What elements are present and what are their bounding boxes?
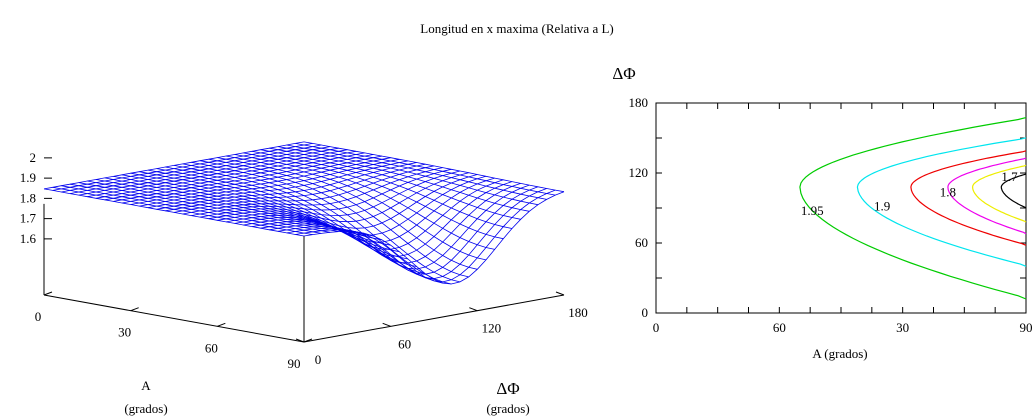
contour-label: 1.7 — [1001, 169, 1018, 184]
z-tick-label: 1.9 — [20, 170, 36, 185]
contour-level-1.9 — [856, 137, 1027, 267]
contour-level-1.95 — [799, 117, 1027, 300]
contour-label: 1.9 — [874, 198, 890, 213]
mesh-line-a — [295, 189, 556, 283]
surface-y-label-units: (grados) — [486, 401, 529, 416]
surface-y-label: ΔΦ — [496, 379, 519, 398]
z-tick-label: 2 — [30, 150, 37, 165]
contour-level-1.7 — [1000, 173, 1027, 209]
mesh-line-a — [277, 186, 539, 275]
surface-x-label-units: (grados) — [124, 401, 167, 416]
axis-a — [43, 294, 305, 343]
contour-level-1.85 — [910, 150, 1027, 246]
contour-labels: 1.95 1.9 1.8 1.7 — [801, 169, 1018, 218]
z-tick-label: 1.7 — [20, 211, 37, 226]
dphi-tick-label: 0 — [315, 352, 322, 367]
dphi-tick — [382, 322, 391, 327]
axis-dphi — [303, 294, 565, 343]
mesh-line-dphi — [295, 143, 556, 196]
contour-label: 1.8 — [940, 184, 956, 199]
mesh-line-a — [303, 191, 565, 285]
dphi-tick — [555, 291, 565, 296]
z-tick-label: 1.8 — [20, 190, 36, 205]
surface-axes — [43, 203, 565, 343]
contour-x-tick-label: 90 — [1020, 320, 1033, 335]
a-tick-label: 30 — [118, 325, 131, 340]
mesh-line-dphi — [277, 146, 539, 206]
mesh-line-a — [95, 150, 357, 199]
figure-title: Longitud en x maxima (Relativa a L) — [420, 21, 614, 36]
z-tick-label: 1.6 — [20, 231, 37, 246]
dphi-tick-label: 120 — [482, 321, 502, 336]
dphi-tick-label: 180 — [568, 305, 588, 320]
contour-level-1.8 — [947, 157, 1027, 235]
mesh-line-a — [286, 188, 547, 280]
contour-y-tick-label: 60 — [635, 235, 648, 250]
surface-plot: 1.6 1.7 1.8 1.9 2 0 30 60 90 0 60 120 180 A (grados)… — [20, 141, 588, 416]
contour-y-tick-label: 180 — [629, 95, 649, 110]
mesh-line-dphi — [87, 180, 348, 232]
surface-mesh — [43, 141, 565, 285]
contour-label: 1.95 — [801, 203, 824, 218]
mesh-line-dphi — [260, 149, 521, 220]
contour-y-tick-label: 0 — [642, 305, 649, 320]
a-tick — [130, 307, 139, 312]
mesh-line-dphi — [303, 141, 565, 193]
mesh-line-a — [121, 155, 383, 204]
a-tick-label: 0 — [35, 309, 42, 324]
contour-x-tick-label: 60 — [773, 320, 786, 335]
contour-frame — [655, 102, 1027, 314]
dphi-tick — [295, 338, 305, 343]
surface-x-label: A — [141, 378, 151, 393]
a-tick-label: 60 — [205, 340, 218, 355]
mesh-line-a — [104, 152, 365, 201]
dphi-tick — [469, 307, 478, 312]
dphi-tick-label: 60 — [398, 336, 411, 351]
contour-x-tick-label: 30 — [896, 320, 909, 335]
a-tick — [43, 291, 53, 296]
a-tick — [217, 322, 226, 327]
contour-x-tick-label: 0 — [653, 320, 660, 335]
contour-ticks: 0 60 30 90 0 60 120 180 — [629, 95, 1033, 335]
mesh-line-dphi — [286, 144, 547, 200]
mesh-line-dphi — [269, 147, 530, 212]
contour-x-label: A (grados) — [812, 346, 867, 361]
contour-level-1.75 — [971, 164, 1027, 223]
contour-plot: 0 60 30 90 0 60 120 180 1.95 1.9 1.8 1.7 ΔΦ A (gra… — [612, 64, 1032, 361]
a-tick-label: 90 — [288, 356, 301, 371]
a-tick — [303, 338, 313, 343]
surface-ticks: 1.6 1.7 1.8 1.9 2 0 30 60 90 0 60 120 180 — [20, 150, 588, 371]
contour-lines — [799, 117, 1027, 300]
contour-y-label: ΔΦ — [612, 64, 635, 83]
contour-y-tick-label: 120 — [629, 165, 649, 180]
